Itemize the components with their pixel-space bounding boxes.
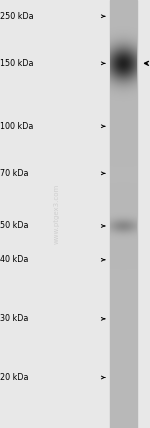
Text: 30 kDa: 30 kDa xyxy=(0,314,28,324)
Bar xyxy=(110,0,137,428)
Text: 150 kDa: 150 kDa xyxy=(0,59,33,68)
Text: 50 kDa: 50 kDa xyxy=(0,221,28,231)
Text: 20 kDa: 20 kDa xyxy=(0,373,28,382)
Text: www.ptgex3.com: www.ptgex3.com xyxy=(54,184,60,244)
Text: 70 kDa: 70 kDa xyxy=(0,169,28,178)
Text: 250 kDa: 250 kDa xyxy=(0,12,34,21)
Text: 40 kDa: 40 kDa xyxy=(0,255,28,265)
Text: 100 kDa: 100 kDa xyxy=(0,122,33,131)
